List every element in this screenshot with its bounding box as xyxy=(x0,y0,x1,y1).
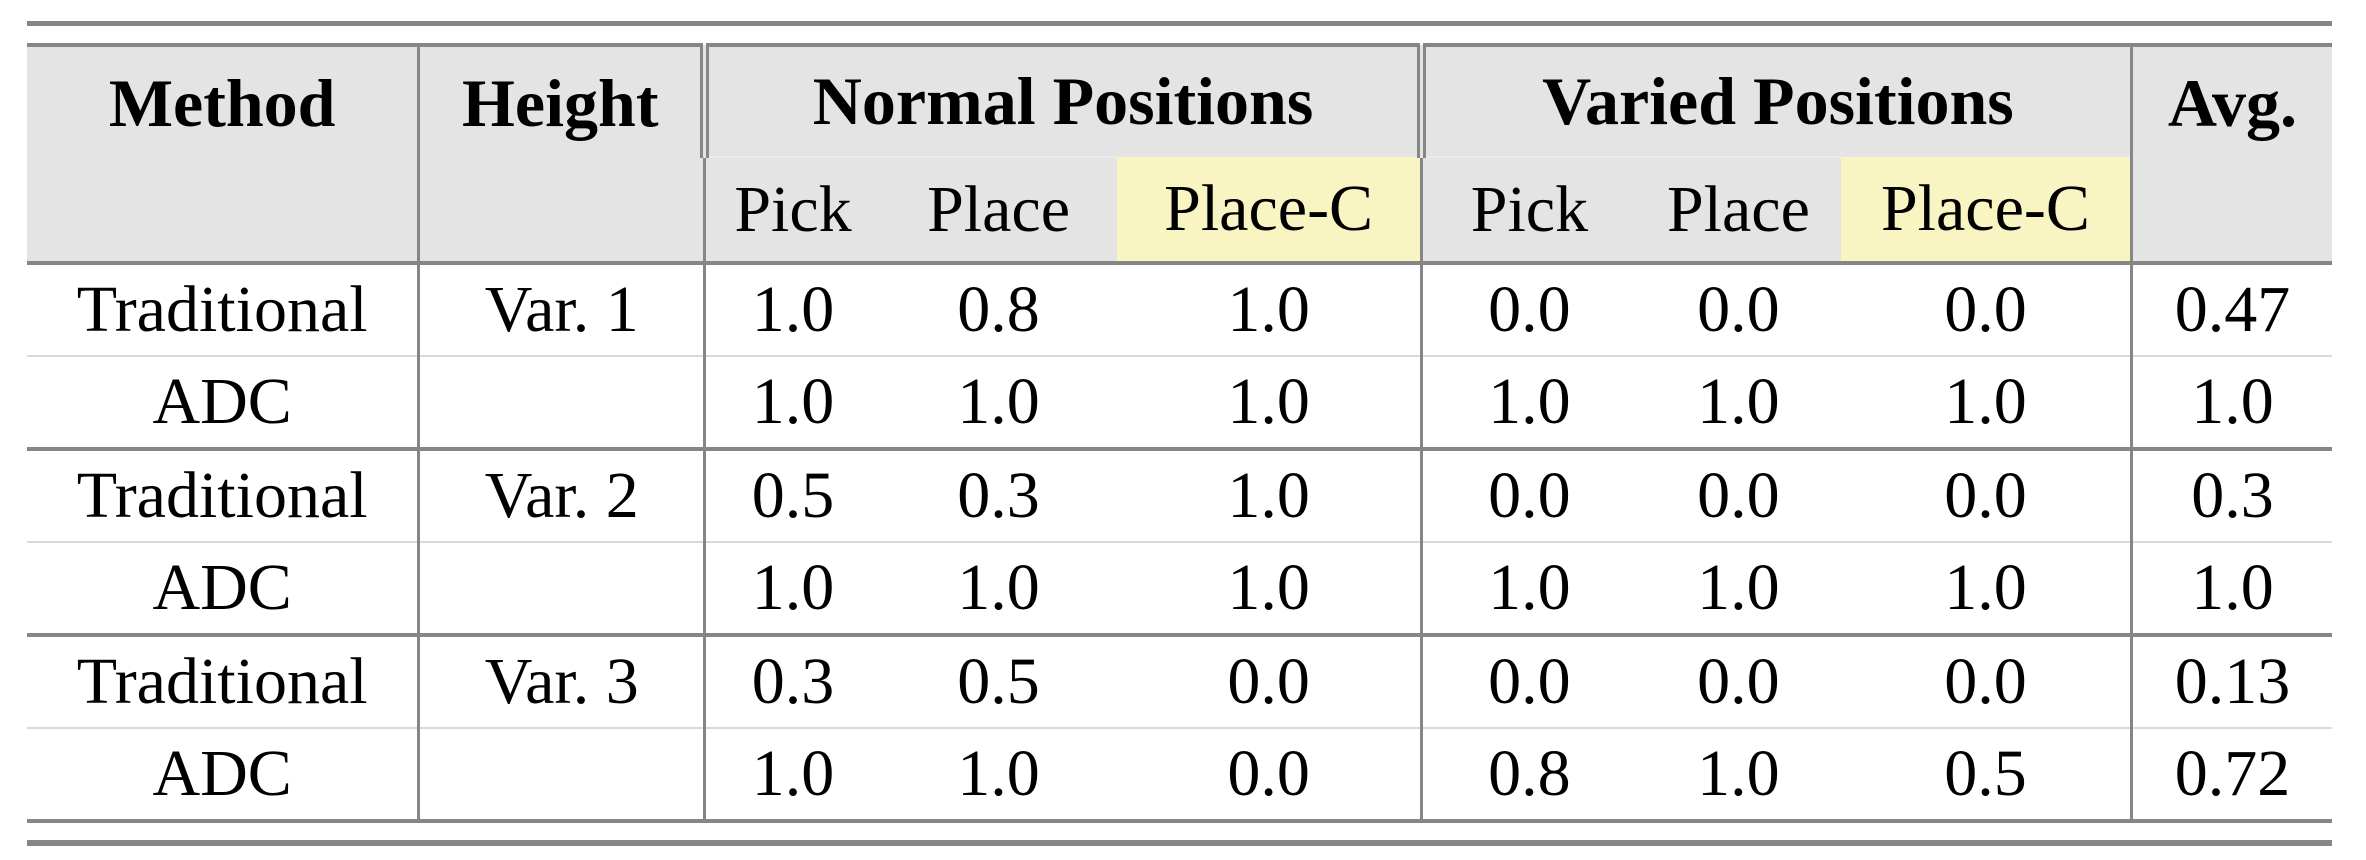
score-cell: 1.0 xyxy=(1635,727,1841,823)
avg-cell: 0.72 xyxy=(2129,727,2332,823)
results-table: Method Height Normal Positions Varied Po… xyxy=(27,43,2332,823)
avg-cell: 1.0 xyxy=(2129,541,2332,635)
column-header-height: Height xyxy=(417,43,705,263)
score-cell: 1.0 xyxy=(1419,355,1636,449)
score-cell: 0.5 xyxy=(879,633,1118,728)
score-cell: 1.0 xyxy=(1117,355,1422,449)
height-cell: Var. 2 xyxy=(417,447,705,542)
score-cell: 1.0 xyxy=(1117,541,1422,635)
height-cell xyxy=(417,727,705,823)
score-cell: 0.5 xyxy=(1840,727,2132,823)
score-cell: 0.0 xyxy=(1635,261,1841,356)
method-cell: ADC xyxy=(27,727,419,823)
score-cell: 0.0 xyxy=(1117,727,1422,823)
score-cell: 1.0 xyxy=(1840,355,2132,449)
height-cell: Var. 3 xyxy=(417,633,705,728)
table-row: Traditional Var. 3 0.3 0.5 0.0 0.0 0.0 0… xyxy=(27,633,2332,728)
score-cell: 0.8 xyxy=(879,261,1118,356)
method-cell: ADC xyxy=(27,355,419,449)
method-cell: ADC xyxy=(27,541,419,635)
subcolumn-varied-pick: Pick xyxy=(1419,156,1636,263)
column-header-method: Method xyxy=(27,43,419,263)
subcolumn-normal-place-c-highlighted: Place-C xyxy=(1117,157,1422,263)
score-cell: 1.0 xyxy=(703,261,880,356)
score-cell: 1.0 xyxy=(879,355,1118,449)
table-row: ADC 1.0 1.0 1.0 1.0 1.0 1.0 1.0 xyxy=(27,355,2332,449)
bottom-rule xyxy=(27,840,2332,846)
header-row-subcolumns: Pick Place Place-C Pick Place Place-C xyxy=(27,156,2332,263)
score-cell: 1.0 xyxy=(879,541,1118,635)
subcolumn-varied-place-c-highlighted: Place-C xyxy=(1840,157,2132,263)
avg-cell: 0.3 xyxy=(2129,447,2332,542)
score-cell: 1.0 xyxy=(879,727,1118,823)
height-cell: Var. 1 xyxy=(417,261,705,356)
column-group-varied-positions: Varied Positions xyxy=(1416,43,2132,157)
score-cell: 1.0 xyxy=(1635,541,1841,635)
score-cell: 1.0 xyxy=(703,355,880,449)
score-cell: 1.0 xyxy=(1117,261,1422,356)
score-cell: 0.0 xyxy=(1635,447,1841,542)
avg-cell: 0.47 xyxy=(2129,261,2332,356)
avg-cell: 1.0 xyxy=(2129,355,2332,449)
table-row: ADC 1.0 1.0 0.0 0.8 1.0 0.5 0.72 xyxy=(27,727,2332,823)
subcolumn-normal-place: Place xyxy=(879,156,1118,263)
score-cell: 0.0 xyxy=(1840,633,2132,728)
table-row: ADC 1.0 1.0 1.0 1.0 1.0 1.0 1.0 xyxy=(27,541,2332,635)
score-cell: 0.8 xyxy=(1419,727,1636,823)
score-cell: 0.0 xyxy=(1840,261,2132,356)
score-cell: 0.0 xyxy=(1117,633,1422,728)
method-cell: Traditional xyxy=(27,633,419,728)
method-cell: Traditional xyxy=(27,261,419,356)
column-group-normal-positions: Normal Positions xyxy=(700,43,1422,157)
avg-cell: 0.13 xyxy=(2129,633,2332,728)
table-row: Traditional Var. 2 0.5 0.3 1.0 0.0 0.0 0… xyxy=(27,447,2332,542)
score-cell: 0.3 xyxy=(879,447,1118,542)
score-cell: 0.0 xyxy=(1419,261,1636,356)
column-header-avg: Avg. xyxy=(2129,43,2332,263)
score-cell: 1.0 xyxy=(1117,447,1422,542)
score-cell: 0.3 xyxy=(703,633,880,728)
method-cell: Traditional xyxy=(27,447,419,542)
score-cell: 0.0 xyxy=(1419,633,1636,728)
subcolumn-normal-pick: Pick xyxy=(703,156,880,263)
height-cell xyxy=(417,541,705,635)
top-rule xyxy=(27,21,2332,26)
header-row-groups: Method Height Normal Positions Varied Po… xyxy=(27,43,2332,263)
score-cell: 1.0 xyxy=(703,541,880,635)
table-row: Traditional Var. 1 1.0 0.8 1.0 0.0 0.0 0… xyxy=(27,261,2332,356)
score-cell: 1.0 xyxy=(1840,541,2132,635)
score-cell: 1.0 xyxy=(703,727,880,823)
score-cell: 0.0 xyxy=(1840,447,2132,542)
score-cell: 1.0 xyxy=(1635,355,1841,449)
score-cell: 0.5 xyxy=(703,447,880,542)
subcolumn-varied-place: Place xyxy=(1635,156,1841,263)
score-cell: 0.0 xyxy=(1419,447,1636,542)
score-cell: 1.0 xyxy=(1419,541,1636,635)
score-cell: 0.0 xyxy=(1635,633,1841,728)
height-cell xyxy=(417,355,705,449)
